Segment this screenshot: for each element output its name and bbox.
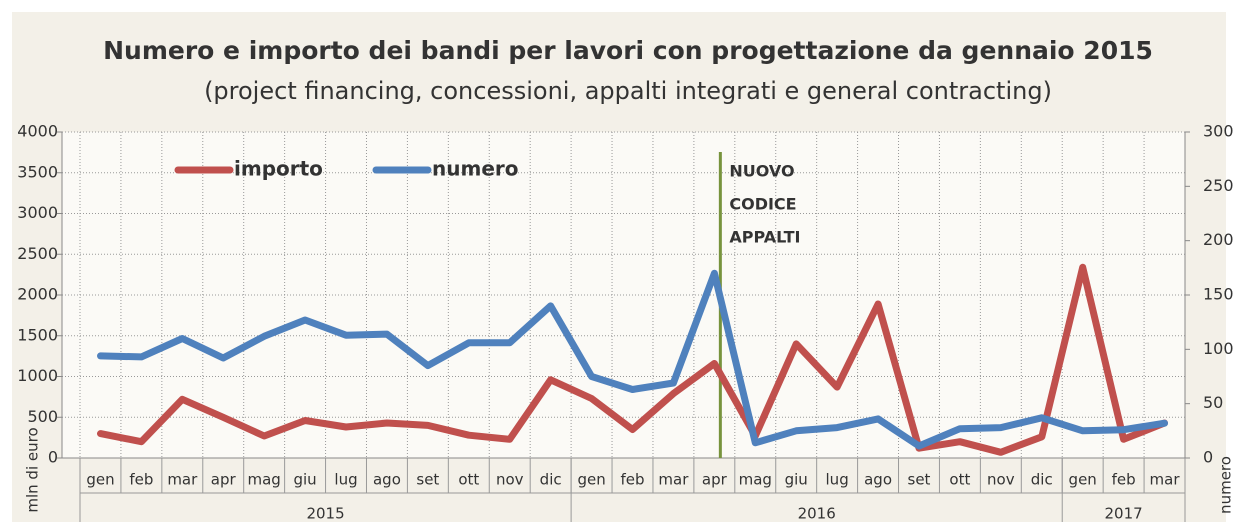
x-tick-label: giu (293, 471, 316, 489)
x-tick-label: ago (373, 471, 401, 489)
x-group-label: 2015 (306, 505, 344, 522)
y2-tick-label: 0 (1203, 448, 1213, 467)
x-tick-label: ago (864, 471, 892, 489)
y-tick-label: 1500 (17, 325, 58, 344)
y-tick-label: 500 (27, 407, 58, 426)
x-tick-label: feb (1112, 471, 1136, 489)
x-tick-label: mag (739, 471, 772, 489)
x-tick-label: gen (1069, 471, 1097, 489)
x-tick-label: set (908, 471, 931, 489)
x-tick-label: nov (987, 471, 1015, 489)
x-tick-label: mag (248, 471, 281, 489)
y-tick-label: 1000 (17, 366, 58, 385)
y-tick-label: 2000 (17, 285, 58, 304)
x-tick-label: mar (167, 471, 198, 489)
y2-tick-label: 200 (1203, 230, 1234, 249)
x-tick-label: feb (620, 471, 644, 489)
legend-label: importo (234, 157, 323, 181)
y2-tick-label: 250 (1203, 176, 1234, 195)
x-tick-label: nov (496, 471, 524, 489)
y-tick-label: 4000 (17, 122, 58, 141)
x-tick-label: gen (577, 471, 605, 489)
y2-tick-label: 300 (1203, 122, 1234, 141)
y-tick-label: 0 (48, 448, 58, 467)
x-tick-label: lug (334, 471, 357, 489)
x-tick-label: feb (129, 471, 153, 489)
x-tick-label: apr (702, 471, 728, 489)
chart-title: Numero e importo dei bandi per lavori co… (103, 36, 1153, 65)
x-tick-label: lug (826, 471, 849, 489)
y-tick-label: 2500 (17, 244, 58, 263)
annotation-text: CODICE (729, 195, 796, 214)
y2-tick-label: 50 (1203, 393, 1223, 412)
x-group-label: 2016 (798, 505, 836, 522)
y2-axis-label: numero (1217, 456, 1235, 514)
x-group-label: 2017 (1105, 505, 1143, 522)
y-axis-label: mln di euro (24, 427, 42, 512)
y2-tick-label: 150 (1203, 285, 1234, 304)
x-tick-label: giu (785, 471, 808, 489)
x-tick-label: dic (1031, 471, 1053, 489)
x-tick-label: ott (458, 471, 479, 489)
y-tick-label: 3500 (17, 162, 58, 181)
data-line (97, 269, 1168, 450)
y2-tick-label: 100 (1203, 339, 1234, 358)
x-tick-label: set (416, 471, 439, 489)
x-tick-label: apr (211, 471, 237, 489)
x-tick-label: gen (86, 471, 114, 489)
x-tick-label: dic (540, 471, 562, 489)
annotation-text: NUOVO (729, 162, 794, 181)
legend-label: numero (432, 157, 518, 181)
chart-subtitle: (project financing, concessioni, appalti… (204, 77, 1052, 105)
x-tick-label: mar (1150, 471, 1181, 489)
annotation-text: APPALTI (729, 228, 800, 247)
y-tick-label: 3000 (17, 203, 58, 222)
x-tick-label: ott (949, 471, 970, 489)
data-line (97, 263, 1168, 456)
x-tick-label: mar (658, 471, 689, 489)
